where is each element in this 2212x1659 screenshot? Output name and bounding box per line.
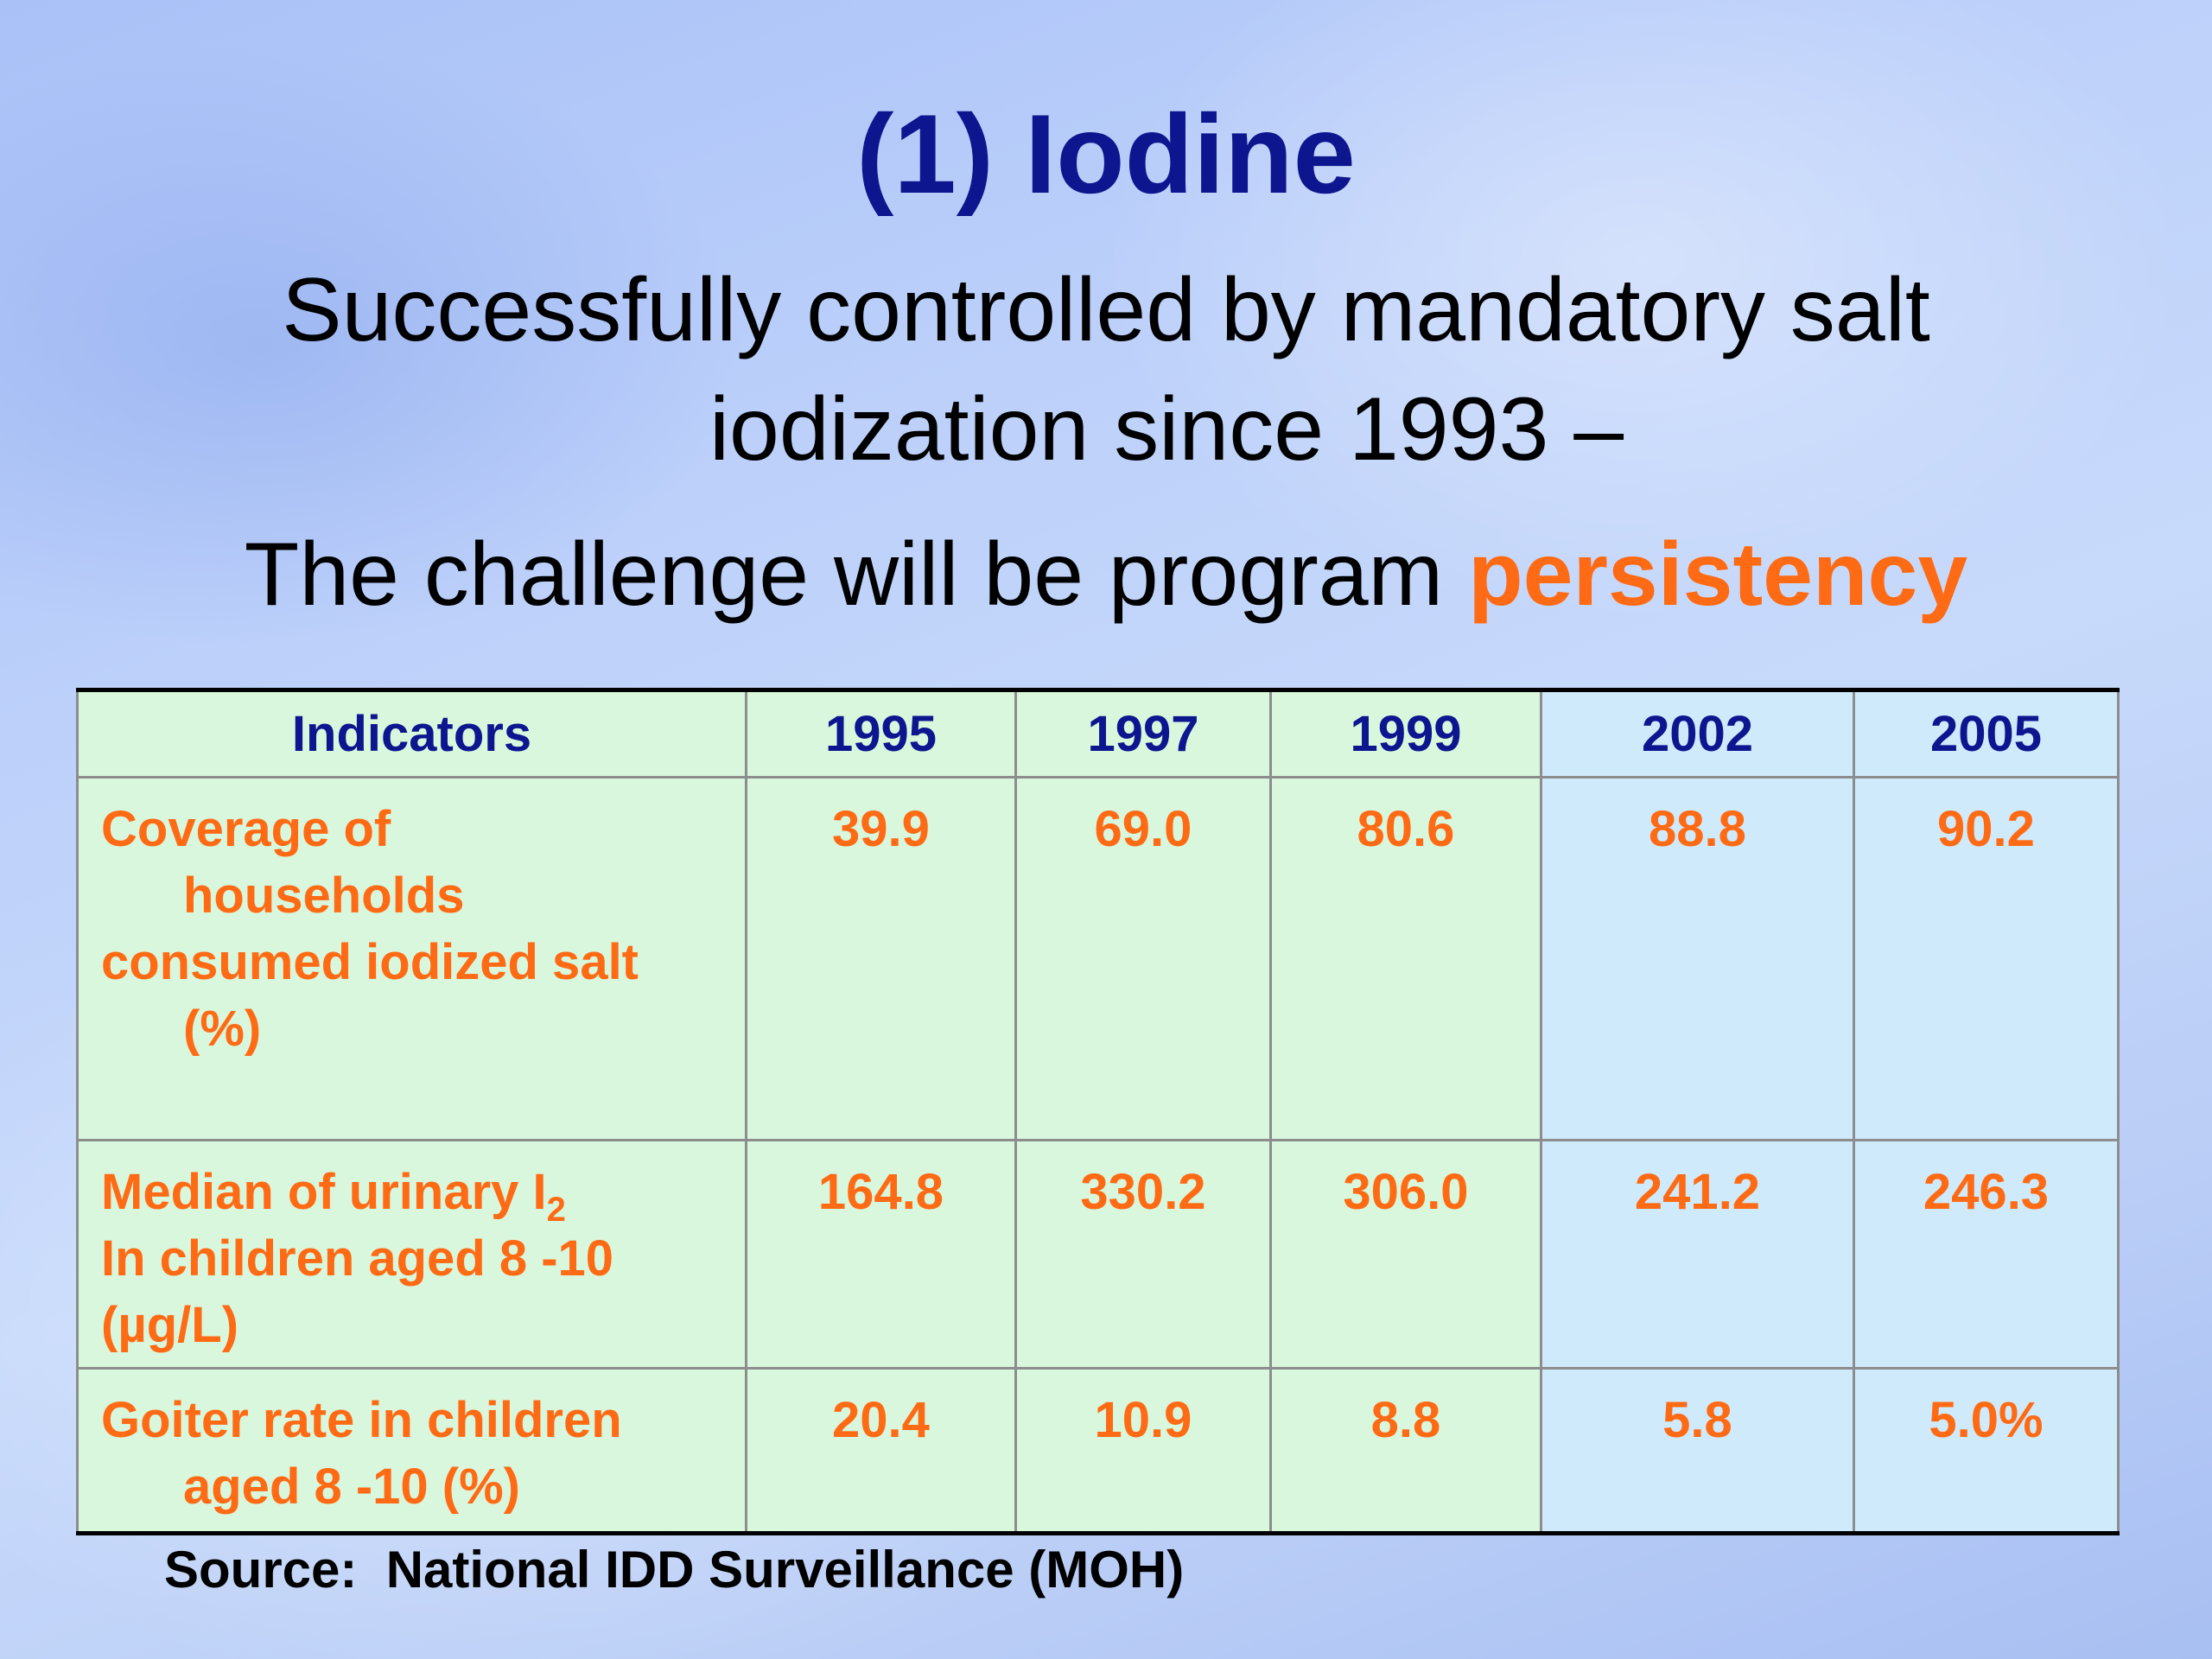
table-row: Coverage of households consumed iodized … xyxy=(76,776,2120,1141)
value-cell: 20.4 xyxy=(745,1367,1017,1535)
header-year: 1997 xyxy=(1014,688,1272,779)
value-cell: 164.8 xyxy=(745,1139,1017,1370)
slide-title: (1) Iodine xyxy=(856,91,1356,217)
indicator-text: Goiter rate in children xyxy=(101,1392,622,1448)
subtitle-line-1: Successfully controlled by mandatory sal… xyxy=(282,260,1930,360)
header-indicators: Indicators xyxy=(76,688,747,779)
indicator-text: Coverage of xyxy=(101,801,391,857)
challenge-text: The challenge will be program xyxy=(244,524,1469,625)
indicator-text: consumed iodized salt xyxy=(101,934,639,990)
indicator-cell: Median of urinary I2 In children aged 8 … xyxy=(76,1139,747,1370)
value-cell: 90.2 xyxy=(1853,776,2120,1141)
iodine-indicators-table: Indicators 1995 1997 1999 2002 2005 Cove… xyxy=(76,688,2120,1535)
challenge-statement: The challenge will be program persistenc… xyxy=(0,515,2212,634)
header-year: 2002 xyxy=(1540,688,1855,779)
subtitle-line-2: iodization since 1993 – xyxy=(709,379,1624,480)
header-year: 1999 xyxy=(1269,688,1542,779)
indicator-text: aged 8 -10 (%) xyxy=(183,1459,520,1515)
indicator-text: (%) xyxy=(183,1001,262,1057)
value-cell: 330.2 xyxy=(1014,1139,1272,1370)
indicator-text: households xyxy=(183,868,465,924)
value-cell: 5.8 xyxy=(1540,1367,1855,1535)
indicator-text-prefix: Median of urinary I xyxy=(101,1164,547,1220)
header-year: 1995 xyxy=(745,688,1017,779)
value-cell: 246.3 xyxy=(1853,1139,2120,1370)
value-cell: 39.9 xyxy=(745,776,1017,1141)
value-cell: 241.2 xyxy=(1540,1139,1855,1370)
challenge-highlight: persistency xyxy=(1468,524,1968,625)
indicator-cell: Goiter rate in children aged 8 -10 (%) xyxy=(76,1367,747,1535)
slide-subtitle: Successfully controlled by mandatory sal… xyxy=(130,251,2082,489)
value-cell: 69.0 xyxy=(1014,776,1272,1141)
indicator-text: Median of urinary I2 xyxy=(101,1159,728,1227)
subscript: 2 xyxy=(546,1191,566,1229)
source-note: Source: National IDD Surveillance (MOH) xyxy=(164,1541,1185,1599)
indicator-text: In children aged 8 -10 xyxy=(101,1230,614,1287)
value-cell: 8.8 xyxy=(1269,1367,1542,1535)
value-cell: 88.8 xyxy=(1540,776,1855,1141)
table-header-row: Indicators 1995 1997 1999 2002 2005 xyxy=(76,688,2120,779)
indicator-text: (µg/L) xyxy=(101,1297,239,1353)
value-cell: 10.9 xyxy=(1014,1367,1272,1535)
value-cell: 80.6 xyxy=(1269,776,1542,1141)
value-cell: 5.0% xyxy=(1853,1367,2120,1535)
table-row: Median of urinary I2 In children aged 8 … xyxy=(76,1139,2120,1370)
header-year: 2005 xyxy=(1853,688,2120,779)
table-row: Goiter rate in children aged 8 -10 (%) 2… xyxy=(76,1367,2120,1535)
value-cell: 306.0 xyxy=(1269,1139,1542,1370)
indicator-cell: Coverage of households consumed iodized … xyxy=(76,776,747,1141)
